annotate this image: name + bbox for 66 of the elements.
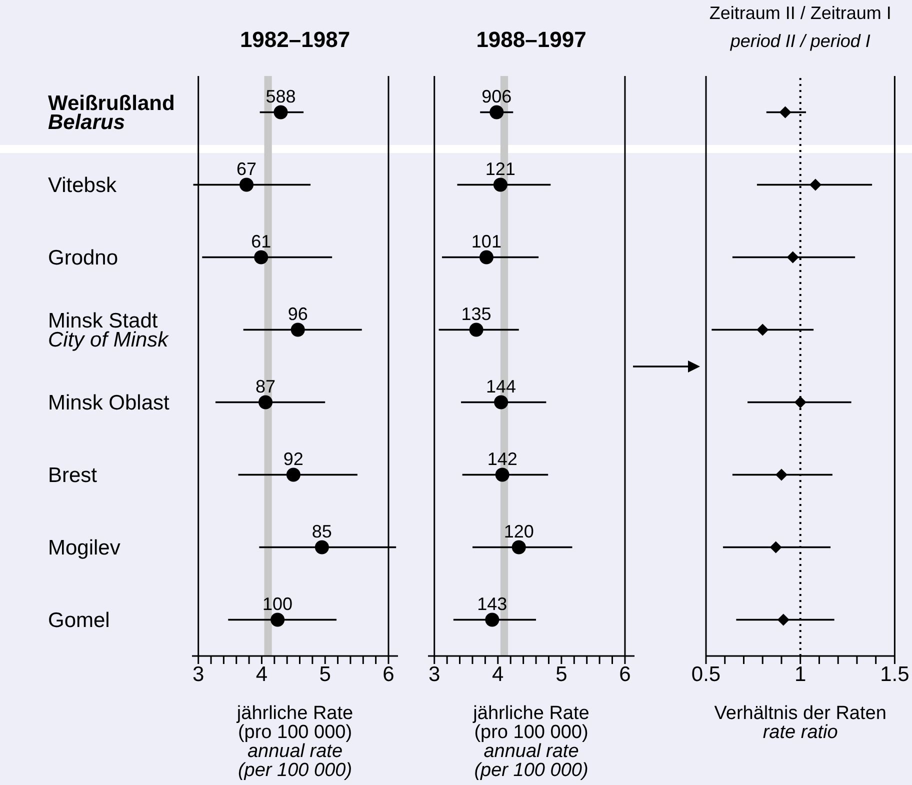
annotation: 101 xyxy=(471,231,502,252)
annotation: 61 xyxy=(251,231,272,252)
point xyxy=(469,322,484,337)
annotation: 92 xyxy=(283,448,304,469)
point xyxy=(495,468,510,482)
annotation: 135 xyxy=(461,304,492,324)
annotation: 142 xyxy=(487,448,518,469)
annotation: 144 xyxy=(486,376,516,396)
x-tick-label: 1.5 xyxy=(880,662,910,686)
point xyxy=(286,468,300,482)
annotation: 121 xyxy=(485,158,516,179)
x-tick-label: 6 xyxy=(382,662,394,686)
point xyxy=(512,540,526,554)
point xyxy=(756,324,769,336)
y-tick-label: Brest xyxy=(48,463,98,486)
x-tick-label: 3 xyxy=(192,662,204,686)
point xyxy=(770,541,782,554)
x-axis-title: jährliche Rate (pro 100 000) annual rate (per 100 000) xyxy=(235,703,354,781)
point xyxy=(479,250,494,264)
annotation: 120 xyxy=(504,521,534,542)
x-tick-label: 1 xyxy=(794,662,806,686)
annotation: 100 xyxy=(262,594,293,614)
annotation: 588 xyxy=(266,86,296,106)
y-tick-label: Vitebsk xyxy=(48,173,117,196)
point xyxy=(794,396,806,408)
x-tick-label: 5 xyxy=(319,662,331,686)
point xyxy=(270,612,285,627)
chart-title: 1988–1997 xyxy=(475,27,588,53)
annotation: 143 xyxy=(477,594,508,614)
x-tick-label: 4 xyxy=(492,662,504,686)
point xyxy=(240,178,254,192)
point xyxy=(775,468,788,481)
y-tick-label: Mogilev xyxy=(48,536,121,559)
point xyxy=(485,612,500,627)
chart-title: Zeitraum II / Zeitraum I xyxy=(708,3,892,24)
y-tick-label: Gomel xyxy=(48,608,110,632)
annotation: 67 xyxy=(236,158,257,179)
annotation: 87 xyxy=(256,376,276,396)
point xyxy=(290,322,305,337)
point xyxy=(779,106,792,118)
x-tick-label: 5 xyxy=(556,662,568,686)
x-tick-label: 0.5 xyxy=(691,662,721,686)
point xyxy=(314,540,329,554)
point xyxy=(493,178,508,192)
y-tick-label: Minsk Stadt City of Minsk xyxy=(48,308,170,351)
chart-subtitle: period II / period I xyxy=(729,31,872,52)
annotation: 96 xyxy=(288,304,308,324)
point xyxy=(274,105,288,120)
point xyxy=(258,395,273,410)
point xyxy=(254,250,268,264)
annotation: 906 xyxy=(482,86,512,106)
x-tick-label: 4 xyxy=(256,662,268,686)
x-tick-label: 6 xyxy=(619,662,631,686)
y-tick-label: Grodno xyxy=(48,246,118,269)
point xyxy=(809,178,822,191)
point xyxy=(490,105,504,120)
annotation: 85 xyxy=(312,521,332,542)
x-axis-title: jährliche Rate (pro 100 000) annual rate (per 100 000) xyxy=(472,703,590,781)
point xyxy=(494,395,508,410)
point xyxy=(777,614,790,626)
y-tick-label: Weißrußland Belarus xyxy=(48,91,175,134)
x-tick-label: 3 xyxy=(428,662,440,686)
y-tick-label: Minsk Oblast xyxy=(48,390,170,414)
x-axis-title: Verhältnis der Raten rate ratio xyxy=(713,703,888,743)
chart-title: 1982–1987 xyxy=(238,27,352,53)
point xyxy=(786,251,799,264)
